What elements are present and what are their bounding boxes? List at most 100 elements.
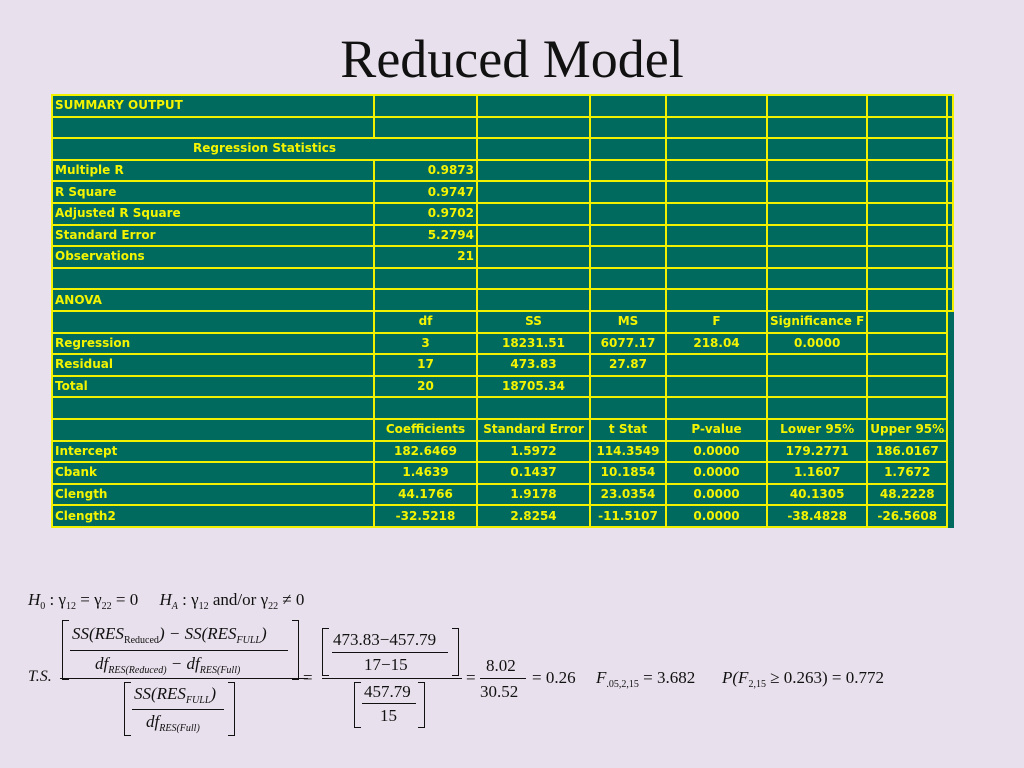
table-cell: MS [589, 309, 667, 334]
table-cell [665, 201, 768, 226]
lower-left-bracket [124, 682, 131, 736]
table-cell: -11.5107 [589, 504, 667, 528]
table-cell: -26.5608 [866, 504, 949, 528]
upper-fraction-bar [70, 650, 288, 651]
table-row: ANOVA [51, 288, 955, 312]
row-label [51, 266, 375, 291]
numeric-upper-right-bracket [452, 628, 459, 676]
table-cell [866, 309, 949, 334]
table-cell [765, 201, 869, 226]
table-cell: 0.9747 [373, 180, 478, 204]
df-full-denominator: dfRES(Full) [146, 712, 200, 734]
table-row [51, 115, 955, 140]
table-cell: 40.1305 [765, 482, 869, 507]
table-row: Total 20 18705.34 [51, 374, 953, 399]
upper-right-bracket [292, 620, 299, 680]
table-cell [866, 353, 949, 377]
table-row: Intercept 182.6469 1.5972 114.3549 0.0000 179… [51, 439, 953, 464]
row-label: Standard Error [51, 223, 375, 248]
table-cell [866, 245, 949, 269]
table-cell [866, 158, 949, 183]
table-row: Coefficients Standard Error t Stat P-value L… [51, 417, 953, 442]
table-cell [589, 396, 667, 420]
table-cell: -38.4828 [765, 504, 869, 528]
table-cell [866, 266, 949, 291]
table-row: Residual 17 473.83 27.87 [51, 353, 953, 377]
table-cell [946, 288, 955, 312]
table-row: R Square 0.9747 [51, 180, 955, 204]
table-cell: 21 [373, 245, 478, 269]
table-cell [589, 245, 667, 269]
table-cell [866, 115, 949, 140]
numeric-lower-numerator: 457.79 [364, 682, 411, 701]
table-cell [589, 288, 667, 312]
table-cell: 0.9702 [373, 201, 478, 226]
table-cell: 473.83 [476, 353, 591, 377]
table-cell [589, 158, 667, 183]
table-cell [665, 137, 768, 161]
table-cell [946, 158, 955, 183]
table-cell [866, 396, 949, 420]
table-cell [946, 115, 955, 140]
table-row: Standard Error 5.2794 [51, 223, 955, 248]
table-cell [589, 137, 667, 161]
table-cell: Standard Error [476, 417, 591, 442]
table-cell [866, 180, 949, 204]
table-cell [765, 245, 869, 269]
table-cell [373, 266, 478, 291]
table-cell [866, 137, 949, 161]
table-cell [866, 374, 949, 399]
table-cell [476, 94, 591, 118]
table-cell [476, 288, 591, 312]
table-cell: 1.9178 [476, 482, 591, 507]
table-row: Multiple R 0.9873 [51, 158, 955, 183]
table-cell [946, 201, 955, 226]
table-cell: 1.1607 [765, 461, 869, 485]
ss-difference-numerator: SS(RESReduced) − SS(RESFULL) [72, 624, 267, 646]
table-cell [765, 374, 869, 399]
equals-sign-2: = [466, 668, 476, 687]
table-cell [866, 288, 949, 312]
table-cell: 1.7672 [866, 461, 949, 485]
table-cell [665, 223, 768, 248]
table-cell [866, 94, 949, 118]
table-cell [946, 137, 955, 161]
table-cell [765, 180, 869, 204]
row-label [51, 309, 375, 334]
table-row: SUMMARY OUTPUT [51, 94, 955, 118]
table-row: Clength2 -32.5218 2.8254 -11.5107 0.0000 -38.… [51, 504, 953, 528]
table-cell [476, 266, 591, 291]
table-cell [476, 201, 591, 226]
table-cell: 0.0000 [665, 504, 768, 528]
table-cell [946, 266, 955, 291]
row-label: Observations [51, 245, 375, 269]
table-cell [589, 201, 667, 226]
numeric-lower-denominator: 15 [380, 706, 397, 725]
table-cell [946, 223, 955, 248]
table-cell: 3 [373, 331, 478, 356]
row-label: Clength [51, 482, 375, 507]
numeric-main-bar [322, 678, 462, 679]
numeric-upper-bar [332, 652, 448, 653]
table-cell: 6077.17 [589, 331, 667, 356]
row-label: R Square [51, 180, 375, 204]
row-label: Cbank [51, 461, 375, 485]
ratio-bar [480, 678, 526, 679]
table-cell: 48.2228 [866, 482, 949, 507]
table-cell [665, 94, 768, 118]
table-cell [589, 266, 667, 291]
table-cell [665, 266, 768, 291]
table-cell [946, 94, 955, 118]
table-cell: 10.1854 [589, 461, 667, 485]
table-cell [476, 158, 591, 183]
table-cell: 218.04 [665, 331, 768, 356]
table-cell [765, 223, 869, 248]
table-cell [765, 158, 869, 183]
table-cell [589, 223, 667, 248]
table-cell: P-value [665, 417, 768, 442]
table-cell [665, 115, 768, 140]
table-cell [665, 180, 768, 204]
table-cell [765, 353, 869, 377]
table-cell [589, 115, 667, 140]
row-label: ANOVA [51, 288, 375, 312]
